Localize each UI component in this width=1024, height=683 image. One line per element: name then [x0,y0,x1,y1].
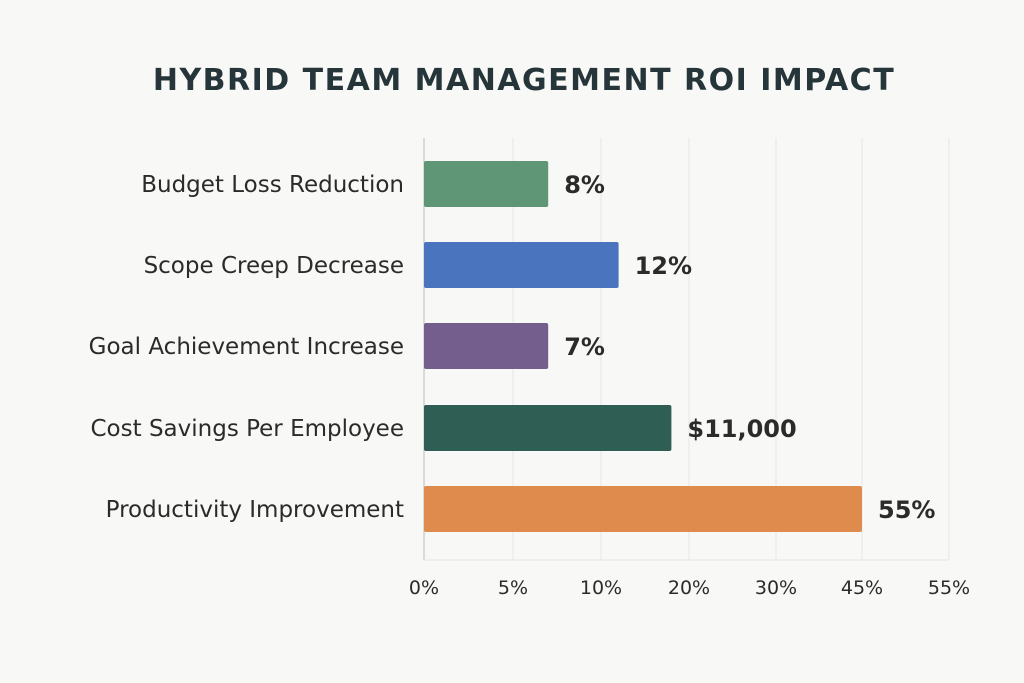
x-tick-label: 10% [580,577,622,599]
bar [424,323,549,369]
category-label: Productivity Improvement [106,497,404,523]
bar [424,161,549,207]
x-tick-label: 55% [928,577,970,599]
data-label: 7% [564,333,605,361]
chart-title: HYBRID TEAM MANAGEMENT ROI IMPACT [153,63,895,98]
x-tick-label: 45% [841,577,883,599]
x-tick-label: 20% [668,577,710,599]
data-label: 8% [564,171,605,199]
x-tick-label: 30% [755,577,797,599]
bars [424,161,862,532]
data-label: $11,000 [687,415,796,443]
bar [424,405,672,451]
value-labels: 8% 12% 7% $11,000 55% [564,171,935,524]
data-label: 55% [878,496,935,524]
bar [424,242,619,288]
category-labels: Budget Loss Reduction Scope Creep Decreas… [89,172,404,523]
category-label: Goal Achievement Increase [89,334,404,360]
category-label: Scope Creep Decrease [144,253,404,279]
data-label: 12% [635,252,692,280]
category-label: Cost Savings Per Employee [91,416,405,442]
x-tick-label: 0% [409,577,439,599]
x-tick-label: 5% [498,577,528,599]
x-axis-ticks: 0% 5% 10% 20% 30% 45% 55% [409,577,970,599]
category-label: Budget Loss Reduction [141,172,404,198]
bar [424,486,862,532]
